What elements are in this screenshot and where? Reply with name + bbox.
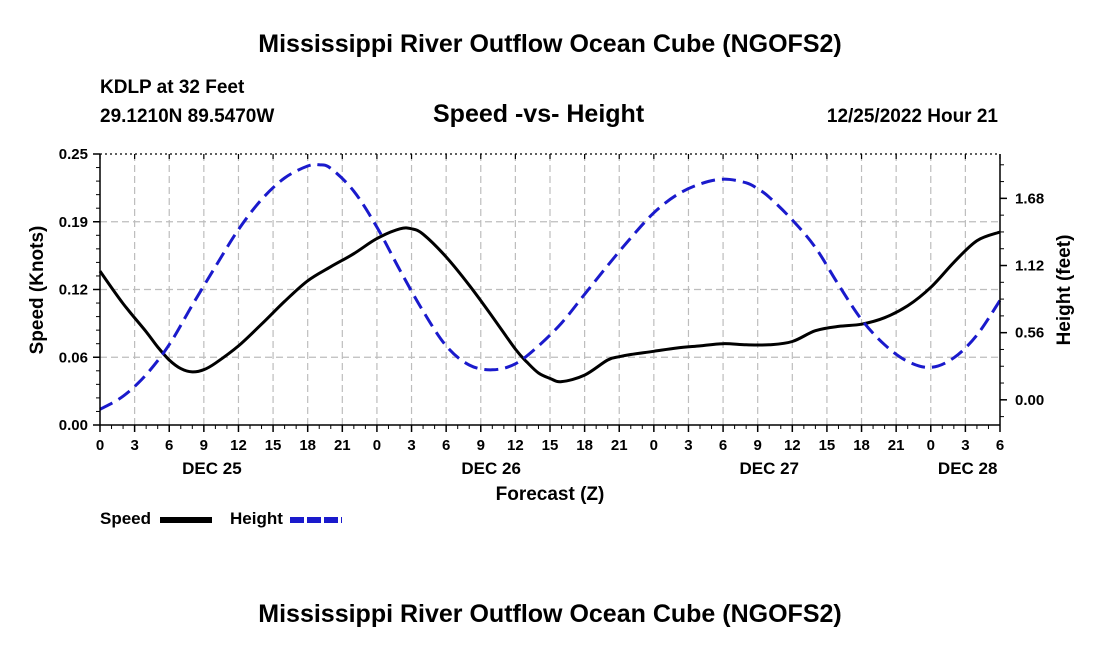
x-tick-label: 12 <box>230 437 247 454</box>
x-tick-label: 21 <box>334 437 351 454</box>
x-tick-label: 18 <box>299 437 316 454</box>
x-axis-title: Forecast (Z) <box>496 484 605 505</box>
y2-axis-title: Height (feet) <box>1054 235 1075 346</box>
footer-title: Mississippi River Outflow Ocean Cube (NG… <box>258 600 842 628</box>
y2-tick-label: 0.56 <box>1015 325 1044 342</box>
chart-title: Mississippi River Outflow Ocean Cube (NG… <box>258 30 842 58</box>
datetime-label: 12/25/2022 Hour 21 <box>826 106 998 127</box>
y-tick-label: 0.19 <box>59 214 88 231</box>
gridlines <box>100 153 1000 425</box>
y2-tick-label: 0.00 <box>1015 392 1044 409</box>
x-tick-label: 12 <box>507 437 524 454</box>
x-tick-label: 0 <box>650 437 658 454</box>
x-tick-label: 3 <box>407 437 415 454</box>
x-tick-label: 12 <box>784 437 801 454</box>
x-tick-label: 21 <box>888 437 905 454</box>
x-tick-label: 9 <box>200 437 208 454</box>
x-tick-label: 9 <box>477 437 485 454</box>
y-tick-label: 0.25 <box>59 146 88 163</box>
y2-tick-label: 1.68 <box>1015 190 1044 207</box>
date-label: DEC 26 <box>461 459 521 478</box>
x-tick-label: 21 <box>611 437 628 454</box>
x-tick-label: 6 <box>719 437 727 454</box>
axes: 0 3 6 9 12 15 18 21 0 3 6 9 12 15 18 21 0 3 6 9 12 15 18 21 0 3 6D… <box>27 146 1075 505</box>
date-label: DEC 25 <box>182 459 242 478</box>
x-tick-label: 18 <box>576 437 593 454</box>
legend-height-label: Height <box>230 509 283 528</box>
y-tick-label: 0.12 <box>59 282 88 299</box>
y2-tick-label: 1.12 <box>1015 258 1044 275</box>
x-tick-label: 0 <box>96 437 104 454</box>
x-tick-label: 0 <box>927 437 935 454</box>
x-tick-label: 15 <box>265 437 282 454</box>
series-lines <box>98 162 1002 411</box>
x-tick-label: 6 <box>442 437 450 454</box>
x-tick-label: 6 <box>165 437 173 454</box>
x-tick-label: 15 <box>542 437 559 454</box>
x-tick-label: 3 <box>130 437 138 454</box>
chart-subtitle: Speed -vs- Height <box>433 100 645 128</box>
station-label: KDLP at 32 Feet <box>100 77 245 98</box>
series-line-height <box>99 162 1002 411</box>
date-label: DEC 27 <box>739 459 799 478</box>
x-tick-label: 3 <box>684 437 692 454</box>
coordinates-label: 29.1210N 89.5470W <box>100 106 275 127</box>
date-label: DEC 28 <box>938 459 998 478</box>
y-tick-label: 0.06 <box>59 349 88 366</box>
x-tick-label: 6 <box>996 437 1004 454</box>
x-tick-label: 18 <box>853 437 870 454</box>
series-line-speed <box>98 226 1001 384</box>
x-tick-label: 3 <box>961 437 969 454</box>
y-axis-title: Speed (Knots) <box>27 226 48 355</box>
x-tick-label: 0 <box>373 437 381 454</box>
legend-speed-label: Speed <box>100 509 152 528</box>
x-tick-label: 15 <box>819 437 836 454</box>
x-tick-label: 9 <box>754 437 762 454</box>
y-tick-label: 0.00 <box>59 417 88 434</box>
